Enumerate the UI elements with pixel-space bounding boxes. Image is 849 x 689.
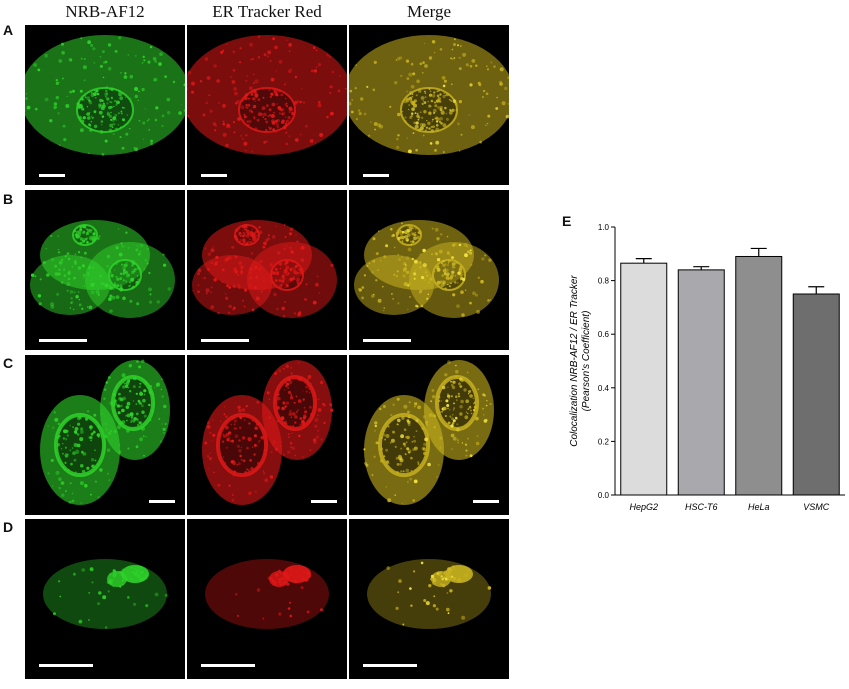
y-tick-label: 0.6 bbox=[598, 330, 610, 339]
scale-bar bbox=[473, 500, 499, 503]
bar-hela bbox=[735, 255, 783, 496]
micrograph-d-red-channel bbox=[187, 519, 347, 679]
scale-bar bbox=[201, 664, 255, 667]
x-tick-label: HepG2 bbox=[629, 502, 658, 512]
micrograph-c-green-channel bbox=[25, 355, 185, 515]
micrograph-d-merge-channel bbox=[349, 519, 509, 679]
bar-hsc-t6 bbox=[677, 269, 725, 496]
micrograph-a-merge-channel bbox=[349, 25, 509, 185]
scale-bar bbox=[201, 339, 249, 342]
column-title-nrb-af12: NRB-AF12 bbox=[65, 2, 145, 21]
scale-bar bbox=[201, 174, 227, 177]
row-label-a: A bbox=[3, 22, 14, 38]
x-tick-label: VSMC bbox=[803, 502, 830, 512]
scale-bar bbox=[39, 664, 93, 667]
micrograph-b-merge-channel bbox=[349, 190, 509, 350]
scale-bar bbox=[311, 500, 337, 503]
micrograph-b-red-channel bbox=[187, 190, 347, 350]
scale-bar bbox=[363, 339, 411, 342]
row-label-c: C bbox=[3, 355, 14, 371]
y-tick-label: 0.2 bbox=[598, 437, 610, 446]
scale-bar bbox=[39, 339, 87, 342]
x-tick-label: HSC-T6 bbox=[685, 502, 718, 512]
micrograph-c-red-channel bbox=[187, 355, 347, 515]
y-tick-label: 1.0 bbox=[598, 223, 610, 232]
panel-label-e: E bbox=[562, 213, 572, 229]
scale-bar bbox=[39, 174, 65, 177]
scale-bar bbox=[363, 664, 417, 667]
y-tick-label: 0.0 bbox=[598, 491, 610, 500]
row-label-b: B bbox=[3, 191, 14, 207]
micrograph-a-green-channel bbox=[25, 25, 185, 185]
y-tick-label: 0.8 bbox=[598, 277, 610, 286]
y-axis-label-sub: (Pearson's Coefficient) bbox=[581, 311, 592, 412]
y-axis-label: Colocalization NRB-AF12 / ER Tracker bbox=[569, 275, 580, 447]
y-tick-label: 0.4 bbox=[598, 384, 610, 393]
row-label-d: D bbox=[3, 519, 14, 535]
micrograph-a-red-channel bbox=[187, 25, 347, 185]
column-title-merge: Merge bbox=[406, 2, 452, 21]
bar-vsmc bbox=[792, 293, 840, 496]
scale-bar bbox=[363, 174, 389, 177]
x-tick-label: HeLa bbox=[748, 502, 770, 512]
scale-bar bbox=[149, 500, 175, 503]
micrograph-b-green-channel bbox=[25, 190, 185, 350]
bar-hepg2 bbox=[620, 262, 668, 496]
micrograph-d-green-channel bbox=[25, 519, 185, 679]
column-title-er-tracker: ER Tracker Red bbox=[212, 2, 322, 21]
micrograph-c-merge-channel bbox=[349, 355, 509, 515]
colocalization-bar-chart: 0.0 0.2 0.4 0.6 0.8 1.0 Colocalization NRB-AF1… bbox=[569, 223, 845, 512]
